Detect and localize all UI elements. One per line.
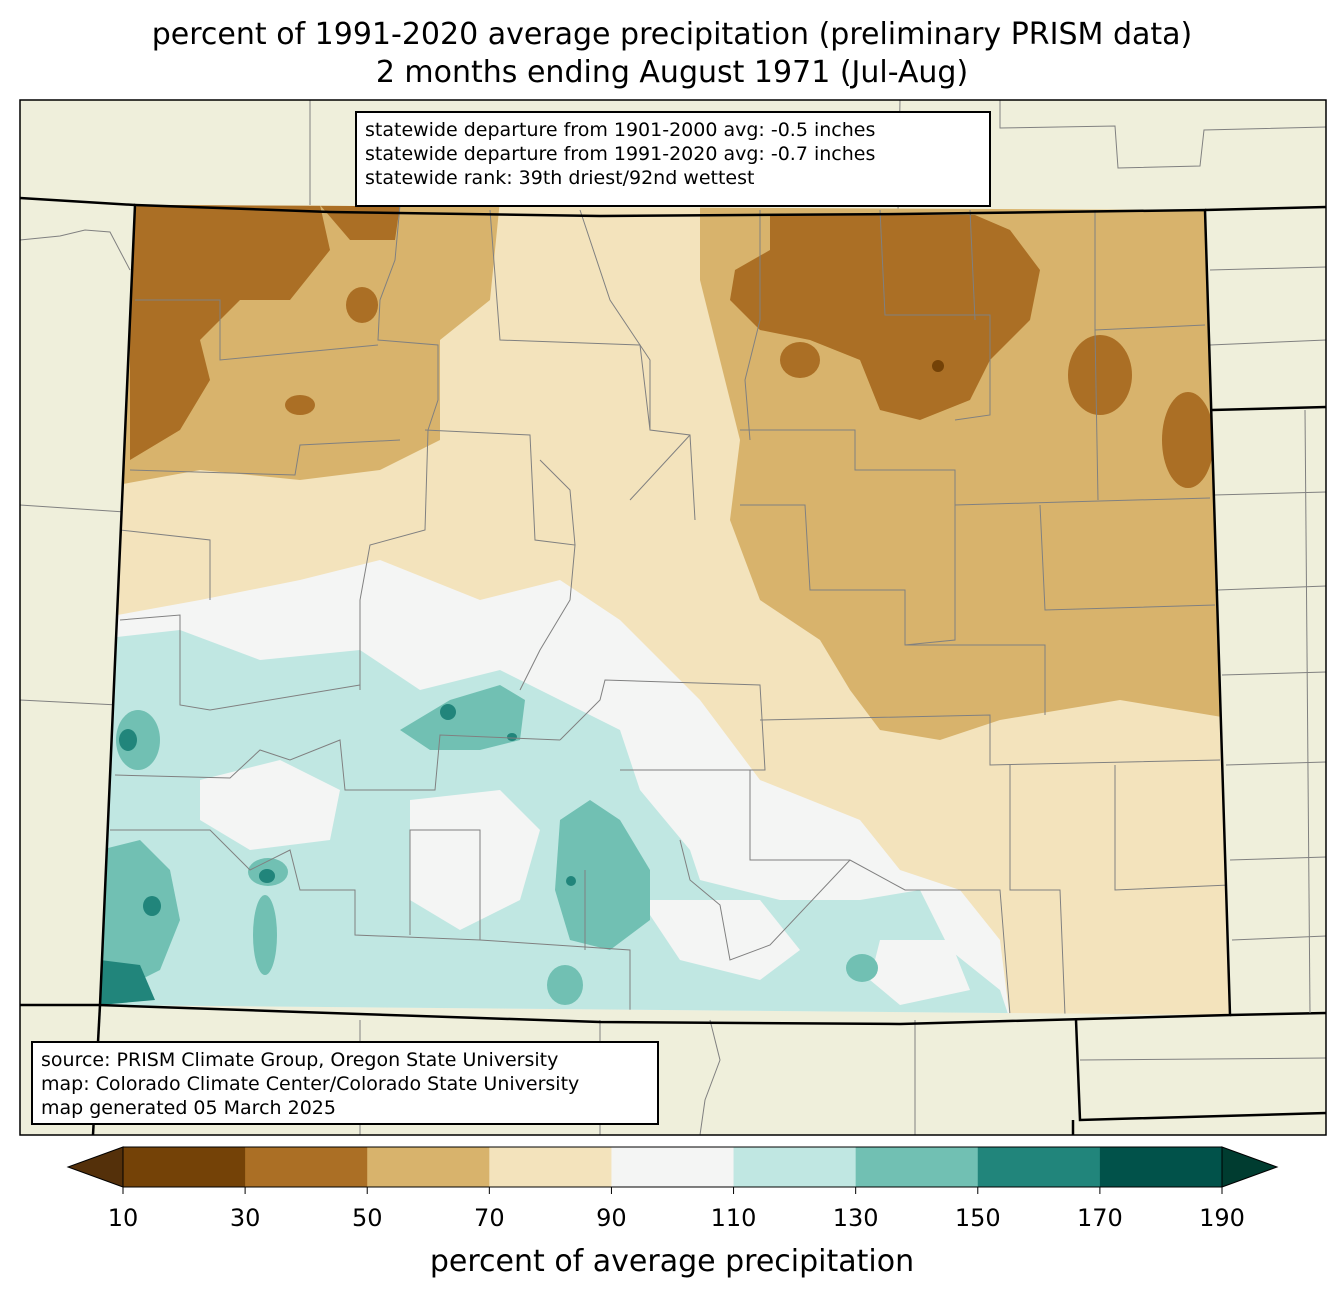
statewide-stats-box: statewide departure from 1901-2000 avg: …: [355, 111, 991, 207]
colorbar-tick-label: 30: [229, 1204, 261, 1232]
neighbor-state-borders: [20, 196, 1326, 1135]
colorbar-tick-label: 170: [1076, 1204, 1123, 1232]
colorbar-segment: [367, 1147, 490, 1187]
colorbar-segment: [245, 1147, 368, 1187]
colorbar-tick-label: 110: [710, 1204, 757, 1232]
source-box: source: PRISM Climate Group, Oregon Stat…: [31, 1041, 659, 1125]
map-frame: [19, 99, 1327, 1136]
map-title-line1: percent of 1991-2020 average precipitati…: [151, 17, 1193, 52]
colorbar-extend-high: [1221, 1146, 1279, 1188]
colorbar-tick-label: 150: [954, 1204, 1001, 1232]
colorbar-segment: [489, 1147, 612, 1187]
colorado-county-lines: [110, 205, 1229, 1015]
colorbar-tick-label: 190: [1199, 1204, 1245, 1232]
colorbar-tick-label: 90: [596, 1204, 627, 1232]
colorbar: [66, 1146, 1279, 1194]
source-map: map: Colorado Climate Center/Colorado St…: [41, 1073, 580, 1095]
colorbar-tick-label: 50: [351, 1204, 383, 1232]
colorbar-segment: [977, 1147, 1101, 1187]
colorbar-extend-low: [66, 1146, 124, 1188]
colorbar-label: percent of average precipitation: [429, 1244, 915, 1279]
precipitation-field: [100, 205, 1230, 1015]
source-prism: source: PRISM Climate Group, Oregon Stat…: [41, 1049, 559, 1071]
colorbar-tick-label: 70: [474, 1204, 505, 1232]
colorbar-outline: [122, 1146, 1223, 1188]
source-generated: map generated 05 March 2025: [41, 1097, 336, 1119]
stats-rank: statewide rank: 39th driest/92nd wettest: [365, 167, 755, 189]
stats-departure-1901: statewide departure from 1901-2000 avg: …: [365, 119, 876, 141]
colorbar-segment: [123, 1147, 246, 1187]
colorbar-segment: [733, 1147, 857, 1187]
colorado-state-border: [98, 203, 1232, 1026]
map-title-line2: 2 months ending August 1971 (Jul-Aug): [375, 55, 969, 90]
colorbar-tick-label: 130: [832, 1204, 879, 1232]
colorbar-segment: [855, 1147, 979, 1187]
stats-departure-1991: statewide departure from 1991-2020 avg: …: [365, 143, 876, 165]
colorbar-segment: [1099, 1147, 1223, 1187]
colorbar-segment: [611, 1147, 735, 1187]
colorbar-tick-label: 10: [107, 1204, 139, 1232]
